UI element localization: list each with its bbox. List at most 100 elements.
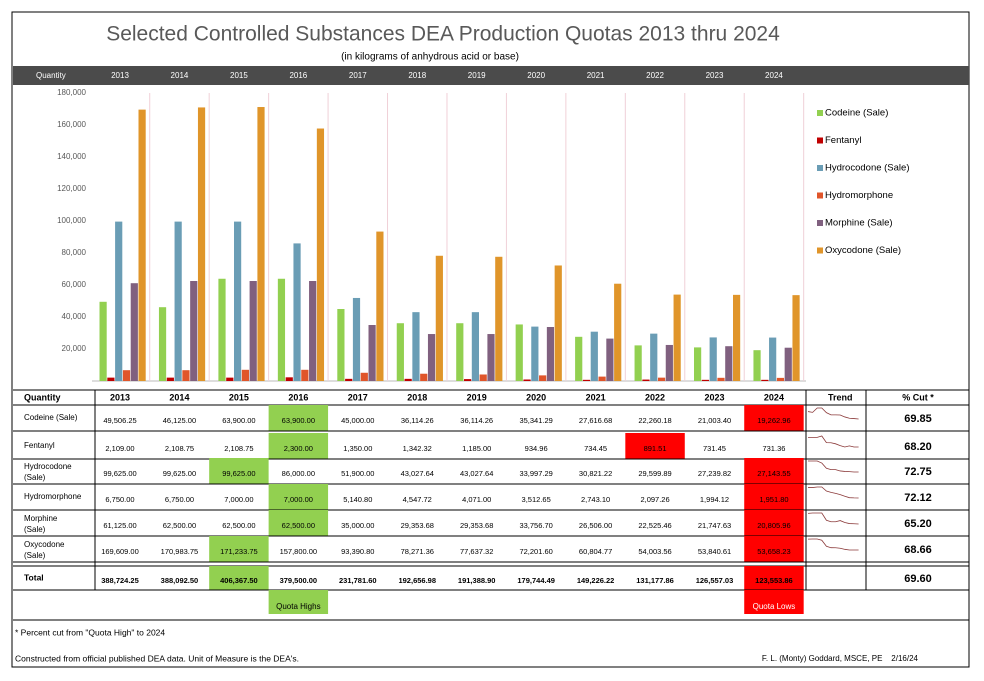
low-cell — [625, 433, 685, 459]
sparkline — [807, 435, 859, 448]
bar — [122, 370, 131, 381]
frame — [11, 11, 970, 668]
bar — [197, 107, 206, 382]
table-cell: 29,599.89 — [638, 469, 671, 478]
bar — [606, 338, 614, 381]
x-tick-label: 2018 — [408, 71, 426, 80]
table-cell: 934.96 — [525, 444, 548, 453]
bar — [174, 221, 182, 381]
table-cell: 1,342.32 — [403, 444, 432, 453]
table-header: Trend — [828, 392, 853, 402]
bar — [546, 326, 555, 381]
bar — [166, 377, 174, 381]
high-cell — [209, 536, 269, 562]
table-cell: 1,185.00 — [462, 444, 491, 453]
bar — [107, 377, 115, 381]
footer-source: Constructed from official published DEA … — [15, 653, 299, 663]
bar — [138, 109, 146, 381]
bar — [115, 221, 123, 381]
high-cell — [268, 433, 329, 459]
table-cell: 51,900.00 — [341, 469, 374, 478]
table-cell: 6,750.00 — [165, 495, 194, 504]
chart-subtitle: (in kilograms of anhydrous acid or base) — [341, 52, 519, 63]
table-cell: 49,506.25 — [103, 416, 136, 425]
bar — [337, 309, 345, 381]
y-tick-label: 20,000 — [62, 344, 87, 353]
legend-label: Hydromorphone — [825, 190, 893, 201]
sparkline — [807, 538, 859, 551]
x-tick-label: 2013 — [111, 71, 129, 80]
table-cell: 35,341.29 — [519, 416, 552, 425]
x-tick-label: 2017 — [349, 71, 367, 80]
bar — [316, 128, 325, 381]
bar — [427, 334, 436, 381]
table-cell: 170,983.75 — [161, 547, 199, 556]
bar — [614, 283, 622, 381]
cut-value: 69.85 — [904, 413, 932, 425]
bar — [753, 350, 761, 381]
table-cell: 2,108.75 — [224, 444, 253, 453]
high-cell — [268, 484, 329, 510]
table-cell: 29,353.68 — [460, 521, 493, 530]
y-tick-label: 180,000 — [57, 88, 86, 97]
table-cell: 86,000.00 — [282, 469, 315, 478]
legend-swatch — [817, 220, 823, 226]
row-label: Fentanyl — [24, 441, 55, 450]
row-label: Oxycodone (Sale) — [24, 540, 65, 560]
sparkline — [807, 512, 859, 525]
table-cell: 192,656.98 — [398, 576, 436, 585]
bar — [673, 294, 681, 381]
x-tick-label: 2022 — [646, 71, 664, 80]
header-strip — [13, 66, 969, 85]
table-cell: 4,547.72 — [403, 495, 432, 504]
table-cell: 21,003.40 — [698, 416, 731, 425]
table-cell: 169,609.00 — [101, 547, 139, 556]
table-cell: 179,744.49 — [517, 576, 555, 585]
table-header: 2024 — [764, 392, 784, 402]
low-label: Quota Lows — [753, 602, 796, 611]
table-cell: 43,027.64 — [401, 469, 434, 478]
table-cell: 54,003.56 — [638, 547, 671, 556]
bar — [190, 281, 198, 381]
table-cell: 21,747.63 — [698, 521, 731, 530]
chart-title: Selected Controlled Substances DEA Produ… — [106, 23, 780, 46]
table-header: 2023 — [704, 392, 724, 402]
row-label: Hydromorphone — [24, 492, 82, 501]
table-cell: 99,625.00 — [222, 469, 255, 478]
table-cell: 45,000.00 — [341, 416, 374, 425]
bar — [657, 377, 666, 381]
table-header: 2018 — [407, 392, 427, 402]
table-header: 2014 — [169, 392, 189, 402]
bar — [634, 345, 642, 381]
low-cell — [744, 566, 804, 590]
low-cell — [744, 510, 804, 536]
table-cell: 27,616.68 — [579, 416, 612, 425]
x-tick-label: 2015 — [230, 71, 248, 80]
table-cell: 35,000.00 — [341, 521, 374, 530]
legend-swatch — [817, 192, 823, 199]
cut-value: 72.75 — [904, 466, 932, 478]
cut-value: 65.20 — [904, 518, 932, 530]
bar — [471, 312, 479, 381]
x-tick-label: 2020 — [527, 71, 545, 80]
x-tick-label: 2014 — [171, 71, 189, 80]
low-cell — [744, 405, 804, 431]
bar — [582, 379, 591, 381]
y-tick-label: 40,000 — [62, 312, 87, 321]
table-cell: 1,350.00 — [343, 444, 372, 453]
table-header: 2017 — [348, 392, 368, 402]
bar — [523, 379, 531, 381]
bar — [277, 278, 286, 381]
footer-note: * Percent cut from "Quota High" to 2024 — [15, 627, 165, 637]
legend-swatch — [817, 137, 823, 144]
table-cell: 99,625.00 — [103, 469, 136, 478]
table-header: 2019 — [467, 392, 487, 402]
row-label: Morphine (Sale) — [24, 514, 58, 534]
table-cell: 891.51 — [644, 444, 667, 453]
table-header: 2016 — [288, 392, 308, 402]
bar — [665, 344, 673, 381]
legend-swatch — [817, 110, 823, 116]
table-header: 2021 — [586, 392, 606, 402]
bar — [495, 256, 503, 381]
bar — [360, 372, 368, 381]
